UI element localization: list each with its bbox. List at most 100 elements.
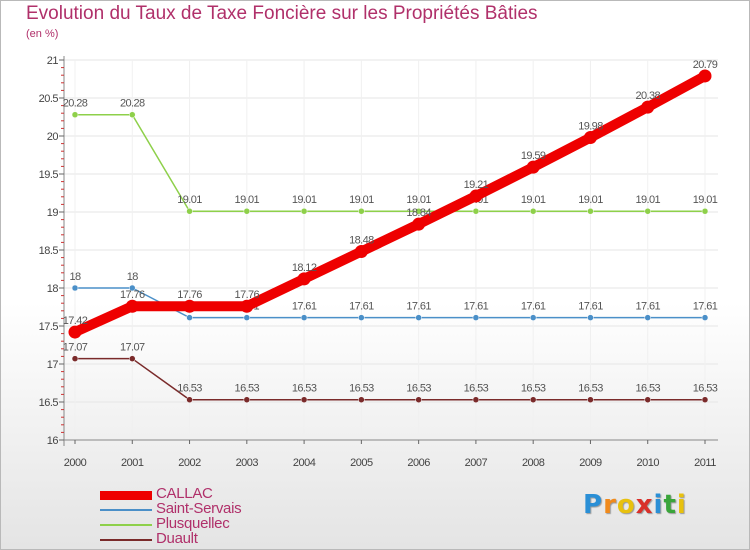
x-tick-label: 2007	[465, 457, 488, 469]
y-tick-label: 16	[47, 435, 59, 447]
data-point-saint-servais	[71, 284, 79, 292]
y-tick-label: 17.5	[39, 321, 59, 333]
y-tick-label: 18	[47, 283, 59, 295]
data-point-saint-servais	[529, 314, 537, 321]
data-label-callac: 17.76	[177, 289, 202, 301]
data-label-duault: 16.53	[464, 383, 489, 395]
data-point-saint-servais	[300, 314, 308, 321]
data-label-callac: 19.21	[464, 179, 489, 191]
data-label-duault: 16.53	[521, 383, 546, 395]
data-label-callac: 20.38	[635, 90, 660, 102]
data-label-plusquellec: 19.01	[521, 194, 546, 206]
data-point-plusquellec	[129, 111, 136, 118]
data-point-plusquellec	[300, 207, 308, 215]
data-point-plusquellec	[358, 207, 365, 215]
data-point-callac	[698, 69, 712, 83]
data-label-callac: 17.42	[63, 315, 88, 327]
data-point-duault	[186, 396, 193, 403]
legend-swatch	[100, 491, 152, 500]
data-label-duault: 16.53	[177, 383, 202, 395]
legend-swatch	[100, 509, 152, 511]
series-line-callac	[70, 70, 710, 338]
data-label-callac: 18.12	[292, 262, 317, 274]
data-point-callac	[297, 272, 311, 286]
x-tick-label: 2010	[636, 457, 659, 469]
y-tick-label: 19.5	[39, 169, 59, 181]
data-point-saint-servais	[701, 314, 709, 321]
data-label-saint-servais: 17.61	[349, 301, 374, 313]
legend-swatch	[100, 539, 152, 541]
data-label-callac: 19.59	[521, 150, 546, 162]
data-label-duault: 17.07	[120, 342, 145, 354]
data-point-duault	[358, 396, 365, 403]
y-tick-label: 17	[47, 359, 59, 371]
data-label-callac: 18.84	[406, 207, 431, 219]
y-tick-label: 21	[47, 55, 59, 67]
chart-subtitle: (en %)	[26, 28, 59, 40]
data-point-plusquellec	[701, 207, 709, 215]
data-point-plusquellec	[243, 207, 251, 215]
series-line-plusquellec	[74, 113, 706, 212]
logo-letter: t	[663, 490, 677, 520]
data-point-plusquellec	[644, 207, 651, 215]
data-label-plusquellec: 19.01	[635, 194, 660, 206]
y-tick-label: 20	[47, 131, 59, 143]
data-label-saint-servais: 17.61	[693, 301, 718, 313]
data-point-saint-servais	[243, 314, 251, 321]
x-tick-label: 2011	[694, 457, 716, 469]
data-label-plusquellec: 19.01	[292, 194, 317, 206]
x-tick-label: 2008	[522, 457, 545, 469]
chart-title: Evolution du Taux de Taxe Foncière sur l…	[26, 3, 538, 24]
data-point-duault	[71, 355, 79, 362]
data-label-duault: 17.07	[63, 342, 88, 354]
data-label-plusquellec: 19.01	[406, 194, 431, 206]
data-point-callac	[526, 160, 540, 174]
x-tick-label: 2001	[121, 457, 144, 469]
data-point-duault	[243, 396, 251, 403]
logo-letter: i	[676, 490, 687, 520]
x-tick-label: 2009	[579, 457, 602, 469]
data-point-callac	[354, 245, 368, 259]
data-point-plusquellec	[587, 207, 594, 215]
data-label-plusquellec: 19.01	[349, 194, 374, 206]
data-point-duault	[701, 396, 709, 403]
x-tick-label: 2006	[407, 457, 430, 469]
proxiti-logo: Proxiti	[583, 490, 687, 520]
series-line-duault	[74, 357, 706, 401]
data-label-callac: 20.79	[693, 59, 718, 71]
data-point-saint-servais	[358, 314, 365, 321]
data-point-duault	[529, 396, 537, 403]
data-label-saint-servais: 17.61	[464, 301, 489, 313]
data-point-saint-servais	[186, 314, 193, 321]
y-tick-label: 20.5	[39, 93, 59, 105]
data-point-callac	[240, 299, 254, 313]
x-tick-label: 2003	[236, 457, 259, 469]
data-point-plusquellec	[472, 207, 480, 215]
legend-label: Plusquellec	[156, 515, 230, 532]
data-label-callac: 17.76	[235, 289, 260, 301]
x-tick-label: 2000	[64, 457, 87, 469]
data-point-plusquellec	[415, 207, 422, 215]
data-label-duault: 16.53	[635, 383, 660, 395]
data-point-plusquellec	[186, 207, 193, 215]
data-point-callac	[68, 325, 82, 339]
data-label-plusquellec: 19.01	[177, 194, 202, 206]
data-label-saint-servais: 17.61	[406, 301, 431, 313]
data-label-duault: 16.53	[235, 383, 260, 395]
data-point-callac	[412, 217, 426, 231]
data-label-duault: 16.53	[693, 383, 718, 395]
data-label-plusquellec: 20.28	[120, 98, 145, 110]
data-point-duault	[415, 396, 422, 403]
data-point-callac	[183, 299, 197, 313]
data-label-saint-servais: 18	[127, 271, 139, 283]
data-label-callac: 18.48	[349, 235, 374, 247]
data-point-callac	[125, 299, 139, 313]
data-label-plusquellec: 19.01	[235, 194, 260, 206]
data-label-saint-servais: 17.61	[292, 301, 317, 313]
y-tick-label: 18.5	[39, 245, 59, 257]
data-point-saint-servais	[587, 314, 594, 321]
logo-letter: i	[653, 490, 664, 520]
data-label-plusquellec: 19.01	[693, 194, 718, 206]
data-label-duault: 16.53	[292, 383, 317, 395]
